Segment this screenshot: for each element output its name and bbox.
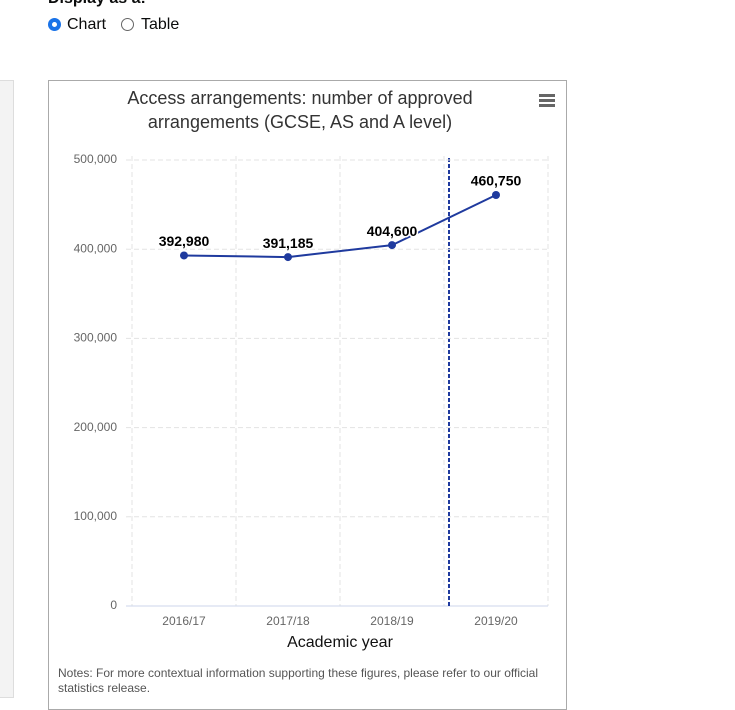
data-label: 460,750 bbox=[471, 173, 522, 189]
x-tick-label: 2016/17 bbox=[162, 614, 206, 628]
data-label: 391,185 bbox=[263, 235, 314, 251]
y-tick-label: 200,000 bbox=[74, 420, 118, 434]
option-label[interactable]: Chart bbox=[67, 16, 107, 33]
y-tick-label: 300,000 bbox=[74, 331, 118, 345]
line bbox=[183, 194, 497, 259]
x-tick-label: 2018/19 bbox=[370, 614, 414, 628]
data-label: 404,600 bbox=[367, 223, 418, 239]
point bbox=[388, 241, 396, 250]
x-tick-label: 2017/18 bbox=[266, 614, 310, 628]
y-tick-label: 400,000 bbox=[74, 241, 118, 255]
notes: Notes: For more contextual information s… bbox=[58, 666, 539, 695]
radio-chart[interactable] bbox=[48, 18, 61, 31]
menu-bar bbox=[539, 99, 555, 102]
point bbox=[492, 191, 500, 200]
y-tick-label: 0 bbox=[110, 598, 117, 612]
x-axis-title: Academic year bbox=[287, 634, 393, 651]
y-tick-label: 500,000 bbox=[74, 152, 118, 166]
menu-bar bbox=[539, 94, 555, 97]
radio-table[interactable] bbox=[121, 18, 134, 31]
point bbox=[180, 251, 188, 260]
menu-bar bbox=[539, 104, 555, 107]
y-tick-label: 100,000 bbox=[74, 509, 118, 523]
data-label: 392,980 bbox=[159, 233, 210, 249]
x-tick-label: 2019/20 bbox=[474, 614, 518, 628]
point bbox=[284, 253, 292, 262]
chart-title: Access arrangements: number of approved … bbox=[127, 88, 473, 132]
display-label: Display as a: bbox=[48, 0, 146, 8]
menu-icon[interactable] bbox=[539, 94, 555, 107]
option-label[interactable]: Table bbox=[141, 16, 180, 33]
